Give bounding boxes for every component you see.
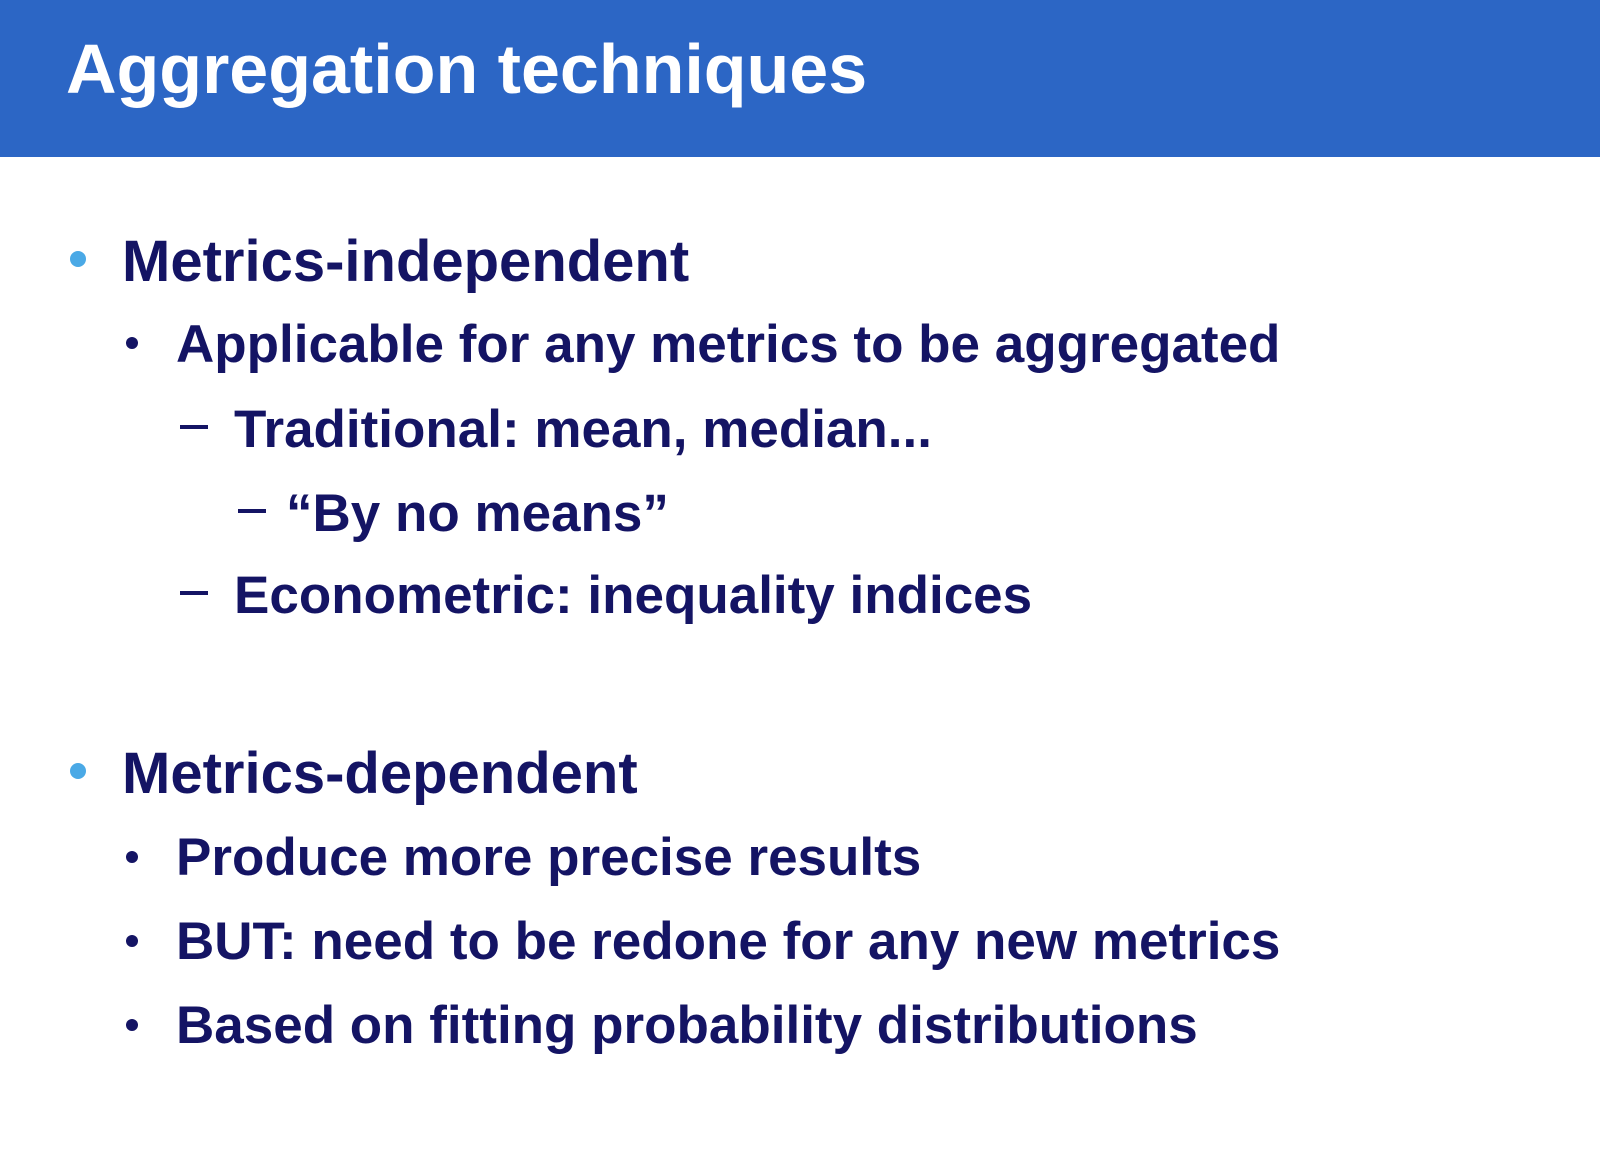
section-heading: Metrics-independent: [122, 229, 690, 294]
list-item: Produce more precise results: [176, 828, 922, 887]
level1-bullet-icon: [70, 251, 86, 267]
dash-bullet-icon: [238, 509, 266, 513]
level1-bullet-icon: [70, 763, 86, 779]
level2-bullet-icon: [126, 851, 138, 863]
section-heading: Metrics-dependent: [122, 741, 638, 806]
list-item: BUT: need to be redone for any new metri…: [176, 912, 1281, 971]
dash-bullet-icon: [180, 591, 208, 595]
sub-sub-item: “By no means”: [286, 484, 669, 543]
sub-item: Traditional: mean, median...: [234, 400, 932, 459]
dash-bullet-icon: [180, 425, 208, 429]
level2-bullet-icon: [126, 1019, 138, 1031]
level2-bullet-icon: [126, 935, 138, 947]
sub-item: Econometric: inequality indices: [234, 566, 1033, 625]
list-item: Applicable for any metrics to be aggrega…: [176, 315, 1281, 374]
title-bar: Aggregation techniques: [0, 0, 1600, 157]
slide-title: Aggregation techniques: [66, 30, 868, 108]
list-item: Based on fitting probability distributio…: [176, 996, 1198, 1055]
level2-bullet-icon: [126, 337, 138, 349]
